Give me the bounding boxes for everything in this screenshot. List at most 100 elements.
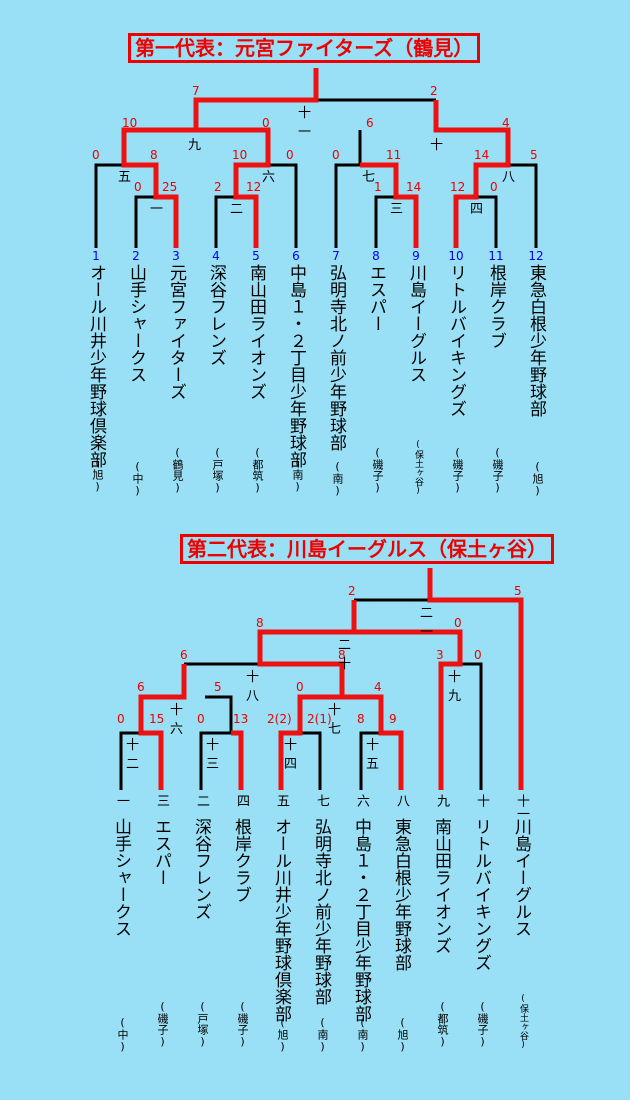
game-id-14: 十四 (284, 738, 298, 772)
score-17-right: 4 (374, 680, 382, 694)
team-name: 東急白根少年野球部 (526, 264, 546, 417)
score-20-right: 0 (454, 616, 462, 630)
score-9-right: 0 (262, 116, 270, 130)
b1-red-10 (433, 100, 511, 248)
team-name: 弘明寺北ノ前少年野球部 (326, 264, 346, 451)
score-19-left: 3 (436, 648, 444, 662)
team-region: (磯子) (451, 446, 464, 494)
b2-game15-left (359, 731, 381, 790)
team-num: 2 (132, 249, 140, 263)
game-id-9: 九 (188, 138, 202, 153)
team-name: 東急白根少年野球部 (391, 818, 411, 971)
team-num: 11 (488, 249, 504, 263)
team-name: 川島イーグルス (406, 264, 426, 383)
team-region: (磯子) (476, 1000, 489, 1048)
team-seed: 十 (474, 794, 489, 807)
team-name: 南山田ライオンズ (246, 264, 266, 400)
team-num: 10 (448, 249, 464, 263)
team-num: 9 (412, 249, 420, 263)
team-name: 元宮ファイターズ (166, 264, 186, 400)
team-region: (保土ヶ谷) (413, 440, 423, 496)
team-region: (磯子) (371, 446, 384, 494)
b1-red-9 (360, 162, 419, 248)
score-2-right: 12 (246, 180, 262, 194)
b2-game19-right (460, 662, 483, 790)
score-6-left: 10 (232, 148, 248, 162)
team-region: (南) (331, 460, 344, 497)
b2-game14-right (300, 731, 322, 790)
score-16-right: 5 (214, 680, 222, 694)
b1-game4-right (476, 195, 498, 248)
team-name: 深谷フレンズ (191, 818, 211, 920)
team-region: (鶴見) (171, 446, 184, 494)
team-name: 深谷フレンズ (206, 264, 226, 366)
score-14-left: 2(2) (267, 712, 292, 726)
b1-game5-left (94, 163, 124, 248)
b2-red-9 (354, 629, 463, 790)
b2-red-5 (257, 600, 357, 790)
game-id-21: 二一 (420, 606, 434, 640)
game-id-11: 十一 (298, 106, 312, 140)
team-name: 南山田ライオンズ (431, 818, 451, 954)
team-region: (南) (291, 456, 304, 493)
score-2-left: 2 (214, 180, 222, 194)
b1-red-5 (196, 127, 271, 248)
team-region: (南) (356, 1016, 369, 1053)
score-17-left: 0 (296, 680, 304, 694)
score-4-left: 12 (450, 180, 466, 194)
bracket2-title: 第二代表：川島イーグルス（保土ヶ谷） (180, 534, 554, 564)
team-seed: 五 (274, 794, 289, 807)
team-seed: 四 (234, 794, 249, 807)
game-id-16: 十六 (170, 703, 184, 737)
team-name: 山手シャークス (111, 818, 131, 937)
score-14-right: 2(1) (307, 712, 332, 726)
score-11-left: 7 (192, 84, 200, 98)
game-id-17: 十七 (328, 703, 342, 737)
score-10-right: 4 (502, 116, 510, 130)
team-name: リトルバイキングズ (471, 818, 491, 971)
game-id-10: 十 (430, 138, 444, 153)
b2-game13-left (199, 731, 221, 790)
team-region: (中) (116, 1016, 129, 1053)
score-5-left: 0 (92, 148, 100, 162)
team-name: 根岸クラブ (231, 818, 251, 903)
score-19-right: 0 (474, 648, 482, 662)
team-seed: 十一 (514, 794, 529, 820)
b1-game8-right (508, 163, 538, 248)
score-18-right: 8 (338, 648, 346, 662)
score-21-right: 5 (514, 584, 522, 598)
team-name: 山手シャークス (126, 264, 146, 383)
game-id-2: 二 (230, 202, 244, 217)
team-num: 7 (332, 249, 340, 263)
team-num: 5 (252, 249, 260, 263)
bracket1-title: 第一代表：元宮ファイターズ（鶴見） (128, 33, 481, 63)
score-18-left: 6 (180, 648, 188, 662)
game-id-8: 八 (502, 170, 516, 185)
b1-game1-left (134, 195, 156, 248)
game-id-5: 五 (118, 170, 132, 185)
b2-red-3 (138, 664, 187, 790)
score-1-right: 25 (162, 180, 178, 194)
game-id-12: 十二 (126, 738, 140, 772)
b1-game6-right (268, 163, 298, 248)
team-num: 12 (528, 249, 544, 263)
team-region: (磯子) (491, 446, 504, 494)
team-name: 川島イーグルス (511, 818, 531, 937)
score-21-left: 2 (348, 584, 356, 598)
team-seed: 七 (314, 794, 329, 807)
score-13-left: 0 (197, 712, 205, 726)
team-seed: 九 (434, 794, 449, 807)
team-name: オール川井少年野球倶楽部 (86, 264, 106, 468)
team-seed: 二 (194, 794, 209, 807)
score-8-right: 5 (530, 148, 538, 162)
team-region: (中) (131, 460, 144, 497)
team-seed: 三 (154, 794, 169, 807)
team-region: (磯子) (236, 1000, 249, 1048)
score-12-right: 15 (149, 712, 165, 726)
team-region: (都筑) (436, 1000, 449, 1048)
team-region: (磯子) (156, 1000, 169, 1048)
team-region: (旭) (276, 1016, 289, 1053)
game-id-13: 十三 (206, 738, 220, 772)
team-region: (南) (316, 1016, 329, 1053)
game-id-6: 六 (262, 170, 276, 185)
